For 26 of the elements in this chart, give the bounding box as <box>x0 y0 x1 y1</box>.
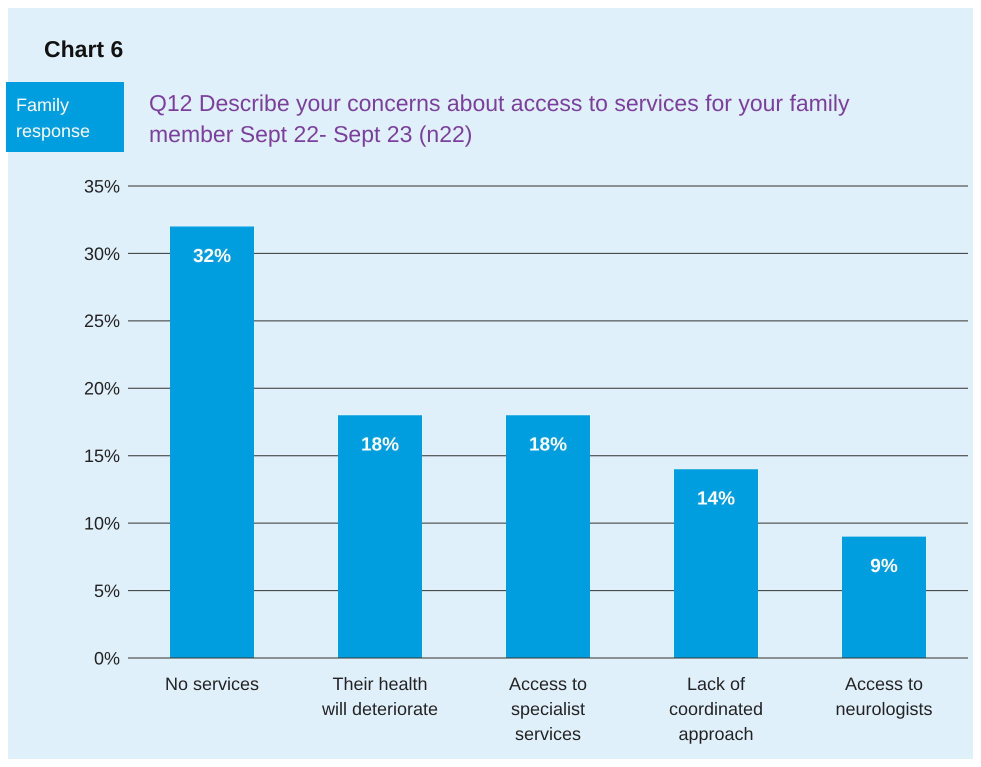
chart-title: Chart 6 <box>44 36 124 63</box>
x-tick-label: Their health will deteriorate <box>320 674 438 719</box>
x-tick-label: Access to specialist services <box>508 674 588 744</box>
data-label: 32% <box>192 246 232 267</box>
data-label: 9% <box>870 556 898 578</box>
bar <box>506 415 590 658</box>
y-tick-label: 15% <box>84 446 120 466</box>
y-tick-label: 25% <box>84 311 120 332</box>
data-label: 18% <box>360 434 400 456</box>
y-tick-label: 20% <box>84 378 120 399</box>
x-tick-label: No services <box>164 674 260 694</box>
y-tick-label: 35% <box>84 176 120 196</box>
bar <box>338 415 422 658</box>
bar <box>674 469 758 658</box>
y-tick-label: 5% <box>94 580 120 601</box>
y-tick-label: 10% <box>84 514 120 534</box>
y-tick-label: 0% <box>94 648 120 668</box>
data-label: 14% <box>696 488 736 510</box>
bar <box>170 226 254 658</box>
text: Family response <box>6 82 124 152</box>
x-tick-label: Access to neurologists <box>835 674 933 719</box>
y-tick-label: 30% <box>84 244 120 264</box>
bar <box>842 536 926 658</box>
x-tick-label: Lack of coordinated approach <box>668 674 764 744</box>
chart-subtitle: Q12 Describe your concerns about access to services for your family member Sept 22- Sept 23 (n22) <box>149 89 851 149</box>
data-label: 18% <box>528 434 568 456</box>
